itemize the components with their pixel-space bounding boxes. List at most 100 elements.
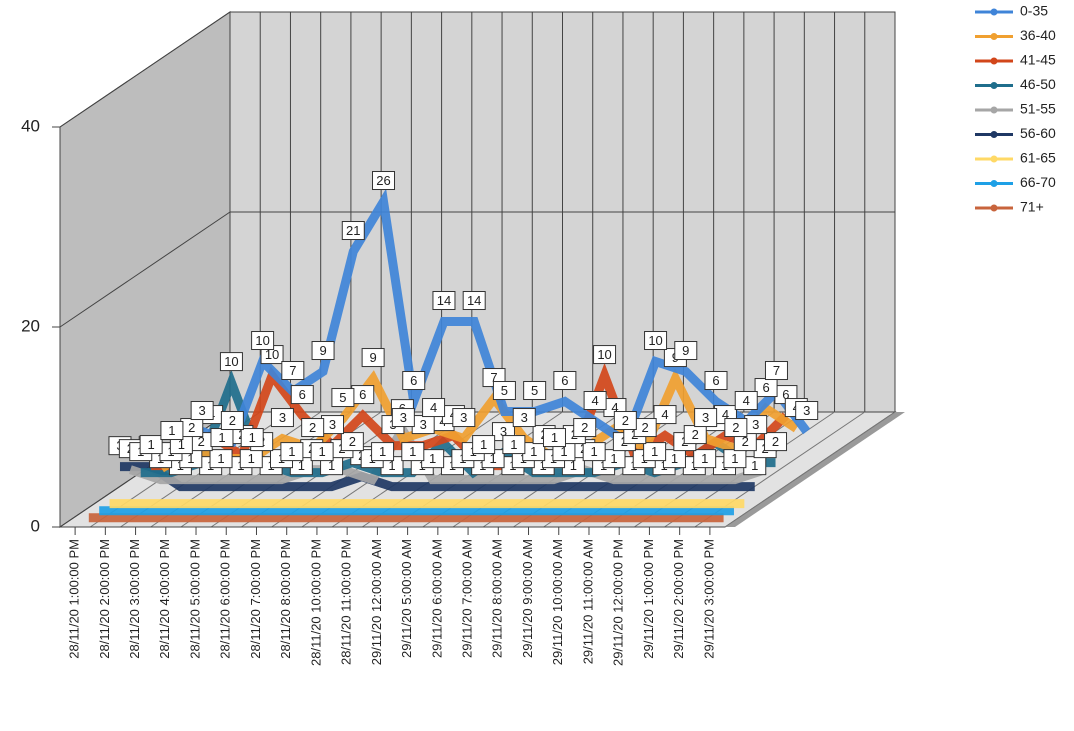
data-label: 1 [160,421,184,441]
data-label-text: 4 [722,407,729,422]
x-tick-label: 28/11/20 11:00:00 PM [339,539,354,665]
data-label-text: 2 [742,434,749,449]
x-tick-label: 29/11/20 5:00:00 AM [399,539,414,658]
data-label-text: 1 [178,437,185,452]
data-label-text: 2 [581,420,588,435]
data-label-text: 9 [370,350,377,365]
data-label-box [139,435,163,455]
data-label-text: 1 [168,423,175,438]
data-label-text: 3 [420,417,427,432]
data-label-box [340,432,364,452]
data-label-box [694,408,718,428]
series-line [128,420,767,486]
data-label-box [644,331,668,351]
data-label-text: 1 [480,437,487,452]
x-tick-label: 28/11/20 3:00:00 PM [127,539,142,659]
data-label: 1 [239,449,263,469]
data-label-text: 7 [289,363,296,378]
data-label: 1 [522,442,546,462]
data-label-text: 3 [803,403,810,418]
data-label-text: 6 [762,380,769,395]
legend-marker [990,180,998,187]
data-label-box [492,381,516,401]
data-label: 14 [462,291,486,311]
data-label: 2 [724,418,748,438]
data-label-text: 1 [591,444,598,459]
x-tick-label: 28/11/20 4:00:00 PM [157,539,172,659]
data-label-text: 10 [224,354,238,369]
data-label-text: 5 [501,383,508,398]
data-label: 1 [662,449,686,469]
legend-label: 36-40 [1020,27,1056,43]
data-label-box [240,428,264,448]
data-label-text: 9 [319,343,326,358]
data-label-box [613,411,637,431]
data-label-box [280,442,304,462]
y-tick-label: 0 [31,516,40,535]
x-tick-label: 29/11/20 8:00:00 AM [490,539,505,658]
data-label-text: 3 [702,410,709,425]
data-label: 2 [220,411,244,431]
data-label-text: 1 [148,437,155,452]
data-label-text: 3 [460,410,467,425]
data-label-text: 3 [400,410,407,425]
data-label-text: 10 [597,347,611,362]
data-label-text: 1 [217,451,224,466]
legend-label: 61-65 [1020,150,1056,166]
data-label-text: 4 [430,400,437,415]
data-label-text: 4 [743,393,750,408]
legend-marker [990,33,998,40]
data-label: 5 [331,388,355,408]
data-label: 2 [301,418,325,438]
data-label-text: 4 [611,400,618,415]
data-label-text: 1 [610,451,617,466]
data-label-box [402,371,426,391]
data-label-text: 1 [751,458,758,473]
data-label-box [523,381,547,401]
data-label-box [422,398,446,418]
data-label: 3 [270,408,294,428]
data-label: 6 [290,385,314,405]
data-label-box [281,361,305,381]
x-tick-label: 29/11/20 2:00:00 PM [671,539,686,659]
data-label-text: 1 [731,451,738,466]
data-label-text: 14 [467,293,481,308]
data-label: 2 [683,425,707,445]
data-label-text: 1 [409,444,416,459]
data-label-text: 21 [346,223,360,238]
data-label-text: 3 [279,410,286,425]
data-label-text: 2 [188,420,195,435]
legend-label: 51-55 [1020,101,1056,117]
data-label: 1 [582,442,606,462]
data-label-text: 1 [429,451,436,466]
data-label-text: 2 [642,420,649,435]
data-label-text: 2 [229,413,236,428]
data-label: 1 [542,428,566,448]
data-label: 3 [795,401,819,421]
data-label-box [724,418,748,438]
data-label-text: 3 [521,410,528,425]
data-label-text: 14 [437,293,451,308]
data-label: 3 [411,415,435,435]
data-label-box [704,371,728,391]
data-label: 6 [553,371,577,391]
data-label: 10 [644,331,668,351]
data-label-text: 7 [490,370,497,385]
data-label: 1 [169,435,193,455]
data-label: 4 [734,391,758,411]
data-label: 2 [764,432,788,452]
data-label-box [653,405,677,425]
data-label: 7 [764,361,788,381]
legend-marker [990,8,998,16]
data-label-box [270,408,294,428]
data-label: 1 [209,449,233,469]
data-label-box [764,432,788,452]
legend-label: 0-35 [1020,3,1048,19]
legend-marker [990,106,998,114]
data-label: 5 [523,381,547,401]
data-label: 1 [240,428,264,448]
data-label-text: 7 [773,363,780,378]
series-line [119,462,755,492]
x-tick-label: 29/11/20 12:00:00 PM [611,539,626,666]
